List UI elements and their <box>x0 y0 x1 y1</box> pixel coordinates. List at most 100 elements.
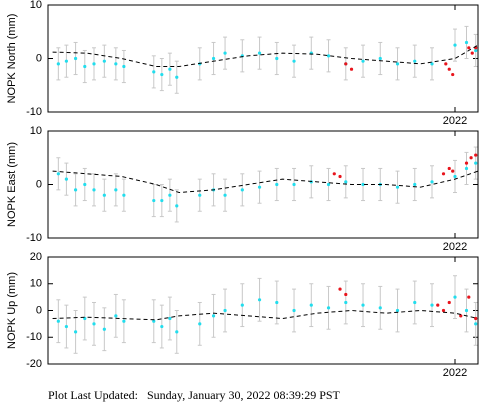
data-point <box>56 172 60 176</box>
data-point <box>430 62 434 66</box>
y-tick-label: -10 <box>26 331 42 343</box>
data-point <box>275 182 279 187</box>
data-point <box>378 56 382 61</box>
data-point <box>361 182 365 187</box>
plot-frame <box>47 130 479 239</box>
data-point <box>275 56 279 61</box>
data-point <box>168 193 172 197</box>
data-point <box>168 67 172 71</box>
data-point <box>83 64 87 69</box>
data-point <box>175 204 179 208</box>
data-point <box>474 322 478 326</box>
data-point <box>114 188 118 192</box>
data-point <box>92 188 96 192</box>
data-point <box>198 193 202 197</box>
data-point <box>102 193 106 197</box>
data-point <box>122 319 126 323</box>
data-point <box>160 198 164 203</box>
data-point <box>474 153 478 157</box>
data-point <box>292 182 296 187</box>
data-point <box>344 292 348 297</box>
data-point <box>332 172 336 176</box>
data-point <box>430 180 434 184</box>
data-point <box>102 59 106 63</box>
data-point <box>64 324 68 329</box>
data-point <box>395 308 400 313</box>
y-tick-label: 10 <box>30 125 42 137</box>
data-point <box>292 308 296 313</box>
data-point <box>168 316 172 321</box>
data-point <box>257 51 262 55</box>
data-point <box>467 295 471 299</box>
data-point <box>361 59 365 63</box>
data-point <box>114 62 118 66</box>
data-point <box>361 303 365 307</box>
data-point <box>223 308 227 313</box>
data-point <box>413 300 417 305</box>
data-point <box>444 62 448 66</box>
y-tick-label: 0 <box>36 52 42 64</box>
data-point <box>73 56 78 61</box>
model-line <box>52 44 479 68</box>
data-point <box>160 72 164 77</box>
data-point <box>459 314 463 318</box>
footer: Plot Last Updated: Sunday, January 30, 2… <box>48 388 341 402</box>
data-point <box>326 306 331 310</box>
data-point <box>175 75 179 79</box>
x-tick-label: 2022 <box>443 367 467 379</box>
model-line <box>52 170 479 194</box>
data-point <box>447 67 451 71</box>
data-point <box>292 59 296 63</box>
data-point <box>64 177 68 181</box>
data-point <box>474 48 478 53</box>
data-point <box>451 72 455 77</box>
y-tick-label: 20 <box>30 251 42 263</box>
y-tick-label: 0 <box>36 178 42 190</box>
y-tick-label: 10 <box>30 0 42 11</box>
data-point <box>275 300 279 305</box>
data-point <box>73 330 78 334</box>
data-point <box>430 303 434 307</box>
data-point <box>344 62 348 66</box>
data-point <box>326 182 331 187</box>
data-point <box>447 166 451 171</box>
data-point <box>102 327 106 331</box>
y-tick-label: -10 <box>26 106 42 118</box>
data-point <box>326 54 331 58</box>
data-point <box>436 303 440 307</box>
data-point <box>64 59 68 63</box>
data-point <box>309 303 313 307</box>
data-point <box>114 314 118 318</box>
plot-frame <box>47 4 479 113</box>
data-point <box>467 46 471 50</box>
data-point <box>395 185 400 189</box>
x-tick-label: 2022 <box>443 115 467 127</box>
data-point <box>338 174 342 179</box>
y-axis-label: NOPK East (mm) <box>6 142 18 227</box>
data-point <box>441 308 446 313</box>
data-point <box>223 193 227 197</box>
data-point <box>413 59 417 63</box>
data-point <box>152 198 156 203</box>
data-point <box>160 324 164 329</box>
data-point <box>349 67 354 71</box>
data-point <box>474 161 478 165</box>
data-point <box>83 182 87 187</box>
data-point <box>344 300 348 305</box>
y-tick-label: -20 <box>26 358 42 370</box>
data-point <box>338 287 342 291</box>
data-point <box>453 174 457 179</box>
data-point <box>344 180 348 184</box>
data-point <box>469 156 473 160</box>
data-point <box>152 319 156 323</box>
data-point <box>464 166 469 171</box>
data-point <box>441 172 446 176</box>
data-point <box>240 188 244 192</box>
data-point <box>378 306 382 310</box>
x-tick-label: 2022 <box>443 241 467 253</box>
data-point <box>413 182 417 187</box>
y-tick-label: 0 <box>36 304 42 316</box>
data-point <box>56 62 60 66</box>
data-point <box>73 188 78 192</box>
